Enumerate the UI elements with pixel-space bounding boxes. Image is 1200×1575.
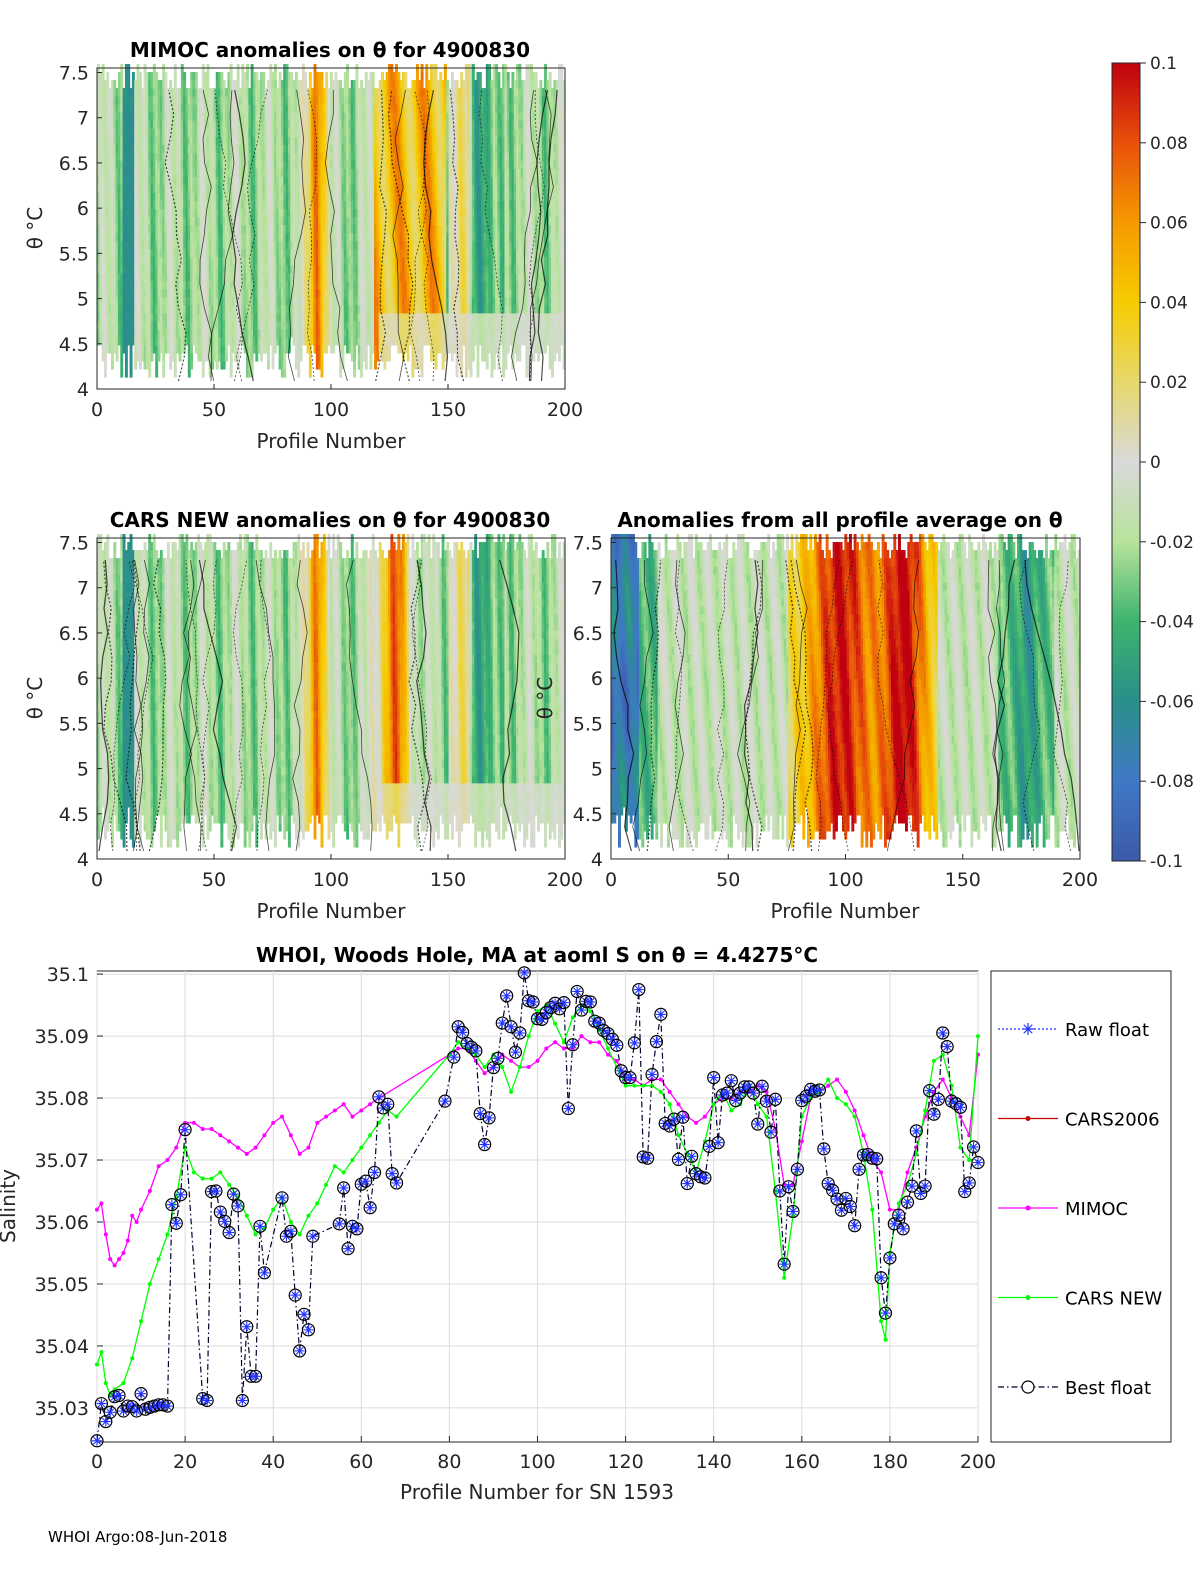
mimoc-cell <box>127 72 130 81</box>
mimoc-cell <box>106 80 109 89</box>
mimoc-cell <box>195 72 198 81</box>
mimoc-cell <box>174 369 177 378</box>
mimoc-cell <box>120 72 123 81</box>
mimoc-cell <box>120 369 123 378</box>
mimoc-cell <box>125 353 128 362</box>
mimoc-cell <box>148 369 151 378</box>
mimoc-cell <box>104 369 107 378</box>
mimoc-cell <box>174 80 177 89</box>
mimoc-cell <box>169 361 172 370</box>
mimoc-cell <box>151 353 154 362</box>
mimoc-cell <box>188 369 191 378</box>
panel-mimoc-field <box>97 64 566 381</box>
mimoc-cell <box>139 80 142 89</box>
mimoc-cell <box>155 72 158 81</box>
mimoc-cell <box>169 80 172 89</box>
mimoc-cell <box>183 72 186 81</box>
mimoc-cell <box>190 353 193 362</box>
mimoc-cell <box>120 80 123 89</box>
mimoc-cell <box>174 353 177 362</box>
mimoc-cell <box>174 361 177 370</box>
mimoc-cell <box>190 361 193 370</box>
mimoc-cell <box>134 361 137 370</box>
mimoc-cell <box>190 345 193 354</box>
mimoc-cell <box>130 361 133 370</box>
mimoc-cell <box>165 72 168 81</box>
mimoc-cell <box>120 361 123 370</box>
mimoc-cell <box>127 80 130 89</box>
mimoc-cell <box>111 361 114 370</box>
mimoc-cell <box>155 369 158 378</box>
mimoc-cell <box>125 345 128 354</box>
panel-mimoc-title: MIMOC anomalies on θ for 4900830 <box>130 38 530 62</box>
mimoc-cell <box>130 369 133 378</box>
mimoc-cell <box>116 353 119 362</box>
mimoc-cell <box>132 72 135 81</box>
mimoc-cell <box>125 369 128 378</box>
mimoc-cell <box>148 361 151 370</box>
mimoc-cell <box>183 80 186 89</box>
mimoc-cell <box>104 353 107 362</box>
mimoc-cell <box>139 361 142 370</box>
mimoc-cell <box>113 80 116 89</box>
mimoc-cell <box>125 361 128 370</box>
mimoc-cell <box>102 72 105 81</box>
mimoc-cell <box>120 353 123 362</box>
figure-canvas: MIMOC anomalies on θ for 4900830 0 50 100 1… <box>0 0 1200 1575</box>
mimoc-cell <box>130 345 133 354</box>
mimoc-cell <box>116 345 119 354</box>
mimoc-cell <box>195 80 198 89</box>
mimoc-cell <box>104 361 107 370</box>
mimoc-cell <box>162 369 165 378</box>
mimoc-cell <box>178 353 181 362</box>
mimoc-cell <box>162 361 165 370</box>
mimoc-cell <box>174 72 177 81</box>
mimoc-cell <box>130 353 133 362</box>
mimoc-cell <box>162 353 165 362</box>
mimoc-cell <box>111 353 114 362</box>
panel-mimoc: MIMOC anomalies on θ for 4900830 0 50 100 1… <box>23 38 583 453</box>
mimoc-cell <box>158 353 161 362</box>
mimoc-cell <box>155 361 158 370</box>
mimoc-cell <box>165 80 168 89</box>
mimoc-cell <box>106 72 109 81</box>
mimoc-cell <box>139 72 142 81</box>
